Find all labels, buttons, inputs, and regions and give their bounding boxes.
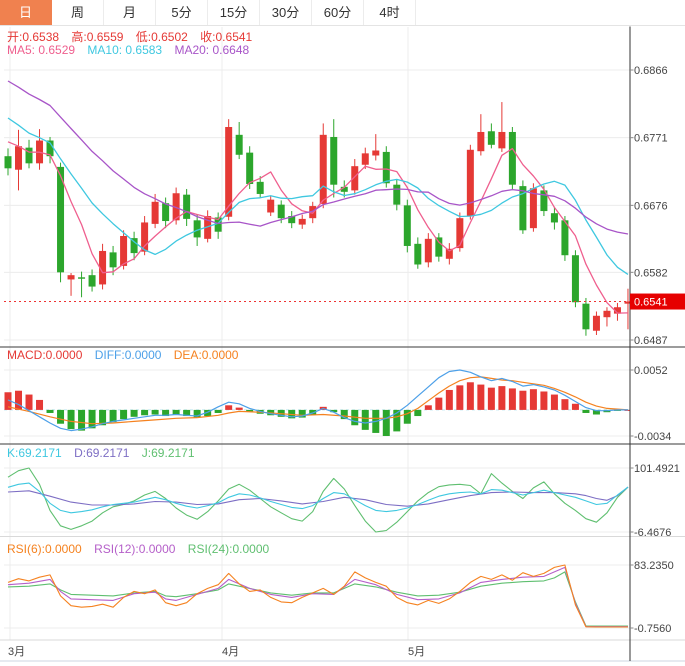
tab-4hour[interactable]: 4时 [364, 0, 416, 25]
d-value: D:69.2171 [74, 446, 130, 460]
ma10-value: MA10: 0.6583 [87, 43, 163, 57]
svg-text:5月: 5月 [408, 646, 425, 658]
svg-text:4月: 4月 [222, 646, 239, 658]
svg-text:0.0052: 0.0052 [634, 365, 668, 377]
rsi12-value: RSI(12):0.0000 [94, 542, 176, 556]
rsi6-value: RSI(6):0.0000 [7, 542, 82, 556]
kdj-legend: K:69.2171 D:69.2171 J:69.2171 [7, 446, 204, 460]
svg-text:0.6676: 0.6676 [634, 200, 668, 212]
tab-60min[interactable]: 60分 [312, 0, 364, 25]
j-value: J:69.2171 [141, 446, 195, 460]
svg-text:101.4921: 101.4921 [634, 463, 680, 475]
tab-month[interactable]: 月 [104, 0, 156, 25]
k-value: K:69.2171 [7, 446, 62, 460]
macd-legend: MACD:0.0000 DIFF:0.0000 DEA:0.0000 [7, 348, 247, 362]
open-value: 开:0.6538 [7, 30, 60, 44]
ma20-value: MA20: 0.6648 [174, 43, 250, 57]
high-value: 高:0.6559 [71, 30, 124, 44]
period-tabbar: 日 周 月 5分 15分 30分 60分 4时 [0, 0, 685, 26]
svg-text:83.2350: 83.2350 [634, 560, 674, 572]
dea-value: DEA:0.0000 [173, 348, 239, 362]
tab-5min[interactable]: 5分 [156, 0, 208, 25]
macd-value: MACD:0.0000 [7, 348, 83, 362]
rsi24-value: RSI(24):0.0000 [187, 542, 270, 556]
diff-value: DIFF:0.0000 [94, 348, 162, 362]
svg-text:-6.4676: -6.4676 [634, 527, 671, 539]
tab-30min[interactable]: 30分 [260, 0, 312, 25]
svg-text:-0.0034: -0.0034 [634, 431, 671, 443]
svg-text:-0.7560: -0.7560 [634, 623, 671, 635]
tab-day[interactable]: 日 [0, 0, 52, 25]
svg-text:3月: 3月 [8, 646, 25, 658]
ma-legend: MA5: 0.6529 MA10: 0.6583 MA20: 0.6648 [7, 43, 258, 57]
tab-15min[interactable]: 15分 [208, 0, 260, 25]
rsi-legend: RSI(6):0.0000 RSI(12):0.0000 RSI(24):0.0… [7, 542, 278, 556]
svg-text:0.6866: 0.6866 [634, 65, 668, 77]
svg-text:0.6487: 0.6487 [634, 335, 668, 347]
svg-text:0.6771: 0.6771 [634, 133, 668, 145]
svg-text:0.6541: 0.6541 [634, 297, 668, 309]
tab-week[interactable]: 周 [52, 0, 104, 25]
low-value: 低:0.6502 [135, 30, 188, 44]
ohlc-legend: 开:0.6538 高:0.6559 低:0.6502 收:0.6541 [7, 28, 261, 45]
close-value: 收:0.6541 [200, 30, 253, 44]
ma5-value: MA5: 0.6529 [7, 43, 76, 57]
svg-text:0.6582: 0.6582 [634, 267, 668, 279]
